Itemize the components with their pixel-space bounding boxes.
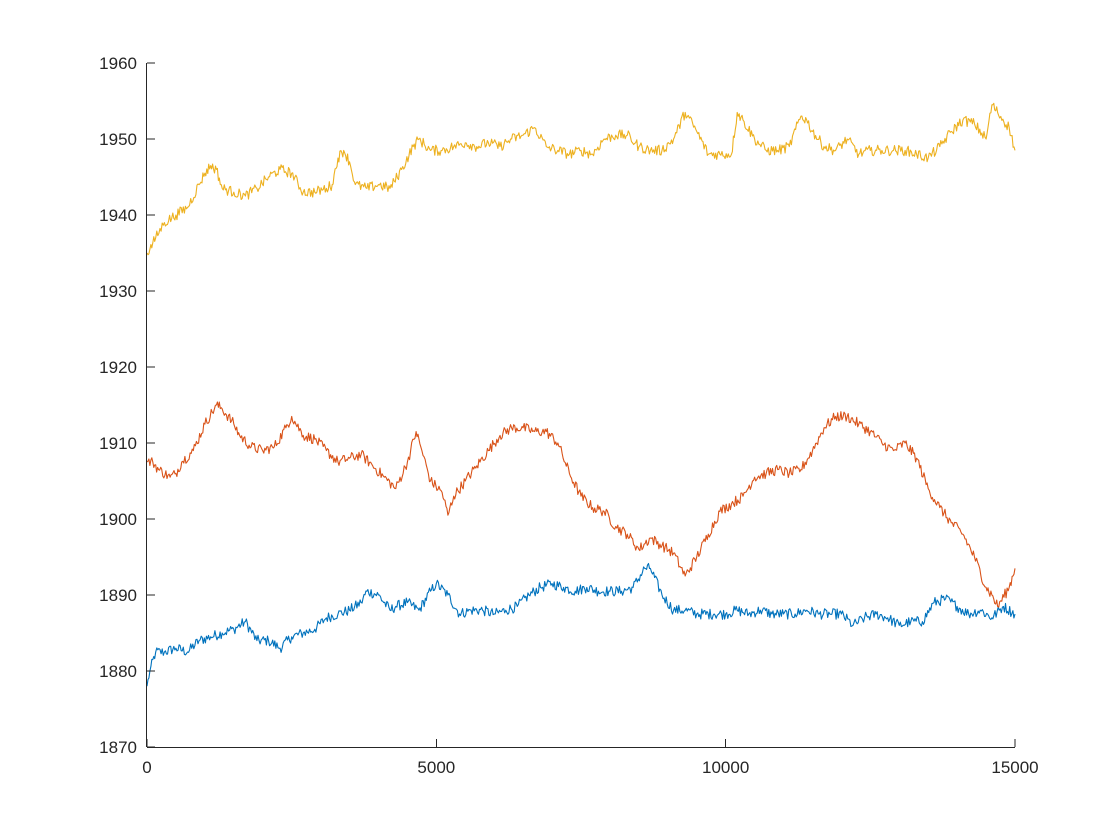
x-tick-label: 15000 [991, 758, 1038, 777]
y-tick-label: 1870 [99, 738, 137, 757]
y-tick-label: 1940 [99, 206, 137, 225]
axes [146, 63, 1015, 748]
x-ticks: 0 5000 10000 15000 [142, 739, 1039, 777]
y-tick-label: 1930 [99, 282, 137, 301]
series-layer [146, 102, 1016, 687]
y-tick-label: 1960 [99, 54, 137, 73]
x-tick-label: 0 [142, 758, 151, 777]
x-tick-label: 5000 [417, 758, 455, 777]
series-line-2 [146, 401, 1016, 608]
x-tick-label: 10000 [702, 758, 749, 777]
y-tick-label: 1890 [99, 586, 137, 605]
y-tick-label: 1950 [99, 130, 137, 149]
y-tick-label: 1900 [99, 510, 137, 529]
y-tick-label: 1910 [99, 434, 137, 453]
y-tick-label: 1880 [99, 662, 137, 681]
series-line-3 [146, 102, 1016, 256]
y-tick-label: 1920 [99, 358, 137, 377]
y-ticks: 1870 1880 1890 1900 1910 1920 1930 1940 1950 1960 [99, 54, 155, 757]
series-line-1 [146, 562, 1016, 687]
